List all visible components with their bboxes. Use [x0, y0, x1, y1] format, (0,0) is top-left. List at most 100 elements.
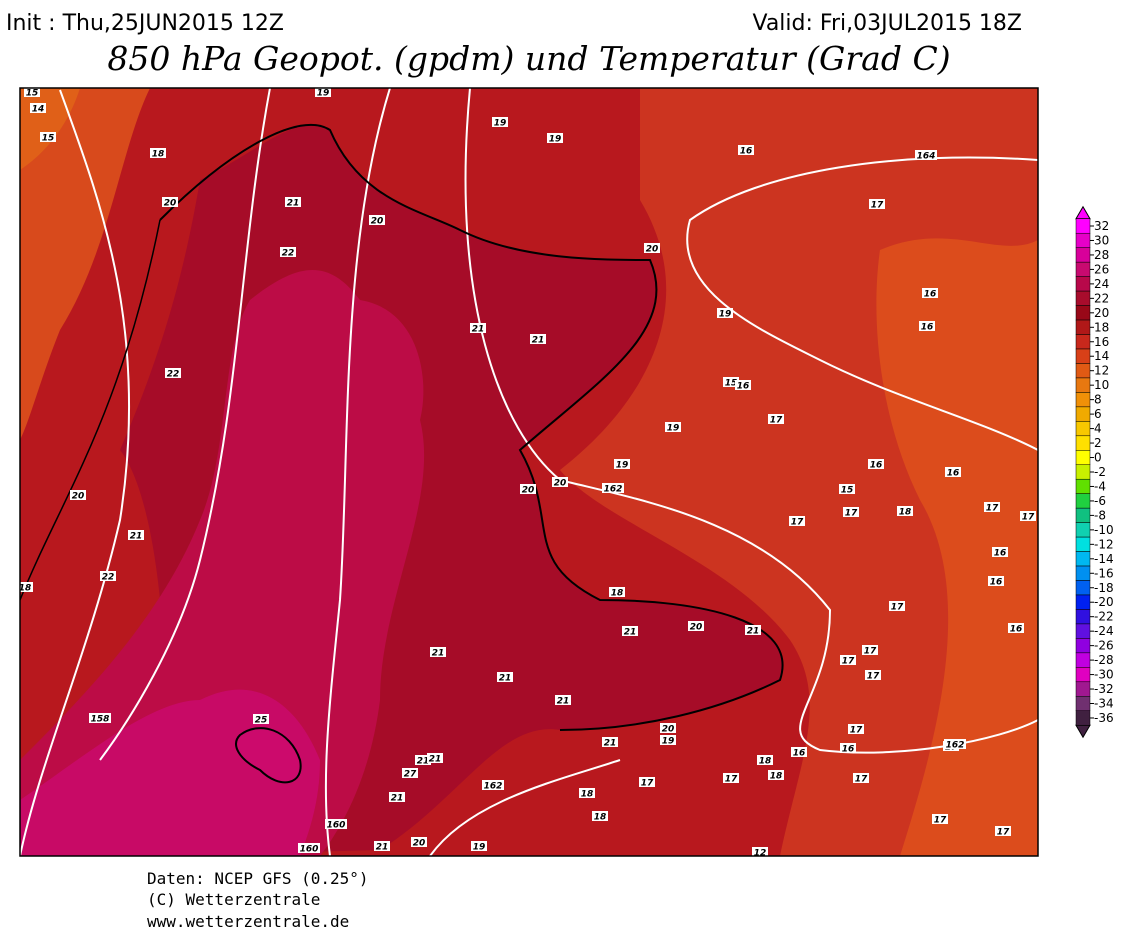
contour-label-box — [369, 215, 385, 225]
contour-label-box — [100, 571, 116, 581]
colorbar-swatch — [1075, 667, 1091, 683]
contour-label-box — [520, 484, 536, 494]
colorbar-swatch — [1075, 247, 1091, 263]
contour-label: 17 — [891, 603, 904, 613]
contour-label: 17 — [791, 518, 804, 528]
colorbar-label: 20 — [1094, 306, 1109, 320]
contour-label: 22 — [102, 573, 115, 583]
contour-label: 162 — [604, 485, 623, 495]
colorbar-swatch — [1075, 450, 1091, 466]
colorbar-swatch — [1075, 218, 1091, 234]
contour-label: 19 — [662, 737, 675, 747]
contour-label-box — [325, 819, 347, 829]
colorbar-swatch — [1075, 348, 1091, 364]
colorbar-label: 26 — [1094, 262, 1109, 276]
colorbar-swatch — [1075, 609, 1091, 625]
contour-label: 19 — [317, 89, 330, 99]
contour-label: 17 — [871, 201, 884, 211]
contour-label-box — [592, 811, 608, 821]
colorbar-label: -24 — [1094, 624, 1114, 638]
contour-label-box — [165, 368, 181, 378]
contour-label-box — [944, 739, 966, 749]
contour-label-box — [768, 770, 784, 780]
contour-label-box — [862, 645, 878, 655]
contour-label-box — [839, 484, 855, 494]
colorbar-label: -14 — [1094, 552, 1114, 566]
contour-label: 162 — [946, 741, 965, 751]
contour-label: 19 — [473, 843, 486, 853]
contour-label-box — [745, 625, 761, 635]
colorbar-label: 24 — [1094, 277, 1109, 291]
contour-label: 17 — [986, 504, 999, 514]
contour-label: 20 — [413, 839, 426, 849]
footer-line: (C) Wetterzentrale — [147, 890, 320, 909]
colorbar-swatch — [1075, 681, 1091, 697]
colorbar-label: 12 — [1094, 364, 1109, 378]
contour-label: 15 — [42, 134, 55, 144]
contour-label: 16 — [924, 290, 937, 300]
contour-label: 16 — [737, 382, 750, 392]
colorbar-swatch — [1075, 623, 1091, 639]
contour-label: 14 — [32, 105, 45, 115]
contour-label: 21 — [747, 627, 760, 637]
contour-label-box — [919, 321, 935, 331]
contour-label-box — [497, 672, 513, 682]
contour-label: 160 — [327, 821, 346, 831]
contour-label-box — [411, 837, 427, 847]
contour-label-box — [579, 788, 595, 798]
contour-label-box — [427, 753, 443, 763]
contour-label-box — [723, 377, 739, 387]
colorbar-swatch — [1075, 507, 1091, 523]
colorbar-swatch — [1075, 652, 1091, 668]
colorbar-label: -10 — [1094, 523, 1114, 537]
colorbar-swatch — [1075, 696, 1091, 711]
colorbar-swatch — [1075, 406, 1091, 422]
contour-label: 17 — [641, 779, 654, 789]
contour-label-box — [840, 655, 856, 665]
contour-label: 21 — [557, 697, 570, 707]
contour-label: 15 — [841, 486, 854, 496]
contour-label-box — [768, 414, 784, 424]
contour-label-box — [285, 197, 301, 207]
contour-label-box — [128, 530, 144, 540]
contour-label: 19 — [549, 135, 562, 145]
contour-label-box — [869, 199, 885, 209]
colorbar-swatch — [1075, 493, 1091, 509]
colorbar-arrow — [1075, 724, 1091, 739]
colorbar-label: -4 — [1094, 479, 1106, 493]
contour-label-box — [688, 621, 704, 631]
colorbar-label: -6 — [1094, 494, 1106, 508]
contour-label-box — [253, 714, 269, 724]
colorbar-swatch — [1075, 377, 1091, 393]
colorbar-label: 28 — [1094, 248, 1109, 262]
contour-label: 18 — [899, 508, 912, 518]
contour-label-box — [430, 647, 446, 657]
contour-label-box — [843, 507, 859, 517]
contour-label-box — [609, 587, 625, 597]
contour-label-box — [868, 459, 884, 469]
contour-label: 20 — [371, 217, 384, 227]
contour-label-box — [602, 737, 618, 747]
colorbar-label: 16 — [1094, 335, 1109, 349]
contour-label-box — [660, 735, 676, 745]
colorbar-label: -34 — [1094, 697, 1114, 711]
contour-label-box — [482, 780, 504, 790]
contour-label-box — [1008, 623, 1024, 633]
colorbar-arrow — [1075, 205, 1091, 220]
colorbar-swatch — [1075, 478, 1091, 494]
contour-label-box — [791, 747, 807, 757]
colorbar-swatch — [1075, 464, 1091, 480]
colorbar-label: -20 — [1094, 595, 1114, 609]
contour-label-box — [995, 826, 1011, 836]
contour-label-box — [280, 247, 296, 257]
colorbar-swatch — [1075, 305, 1091, 321]
init-text: Init : Thu,25JUN2015 12Z — [6, 11, 284, 36]
contour-label: 20 — [554, 479, 567, 489]
colorbar-label: -22 — [1094, 610, 1114, 624]
contour-label: 16 — [994, 549, 1007, 559]
colorbar-label: 4 — [1094, 422, 1102, 436]
contour-label-box — [840, 743, 856, 753]
contour-label: 16 — [1010, 625, 1023, 635]
